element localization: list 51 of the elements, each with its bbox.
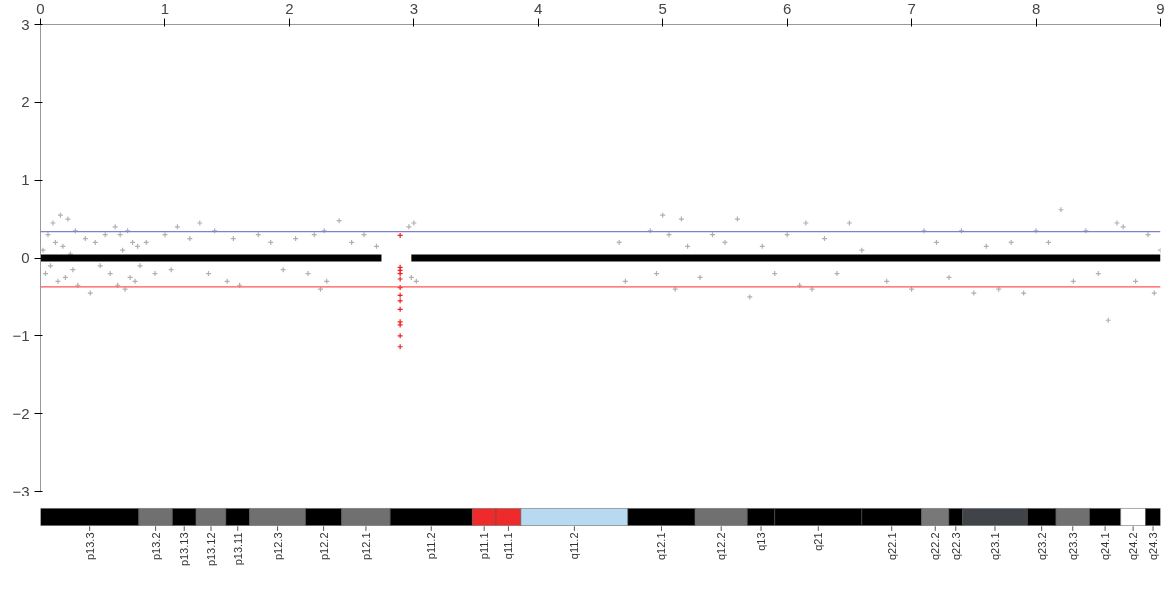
legend-label: q22.2 [929,532,942,560]
y-tick-label: 2 [21,93,30,111]
legend-label: q24.2 [1127,532,1140,560]
x-tick-label: 2 [285,0,294,17]
y-tick-label: −3 [12,482,30,500]
x-tick-label: 0 [36,0,45,17]
legend-label: p12.3 [271,532,284,560]
point [397,332,404,339]
legend-label: p13.11 [231,532,244,566]
point [397,343,404,350]
y-tick-label: 1 [21,171,30,189]
point [397,232,404,239]
y-tick-label: −1 [12,326,30,344]
legend-label: q22.3 [949,532,962,560]
legend-label: q24.3 [1147,532,1160,560]
legend-label: q22.1 [885,532,898,560]
legend-label: q23.1 [988,532,1001,560]
point [397,306,404,313]
legend-label: q13 [755,532,768,551]
point [397,321,404,329]
legend-label: q23.3 [1066,532,1079,560]
point [397,284,404,291]
x-tick-label: 6 [783,0,792,17]
x-tick-label: 1 [160,0,170,17]
y-tick-label: 3 [21,15,30,33]
x-tick-label: 7 [907,0,916,17]
legend-label: q12.1 [655,532,668,560]
legend-label: q11.1 [502,532,515,560]
x-tick-label: 5 [658,0,667,17]
legend-label: p13.2 [149,532,162,560]
point [397,275,404,283]
legend-label: q24.1 [1099,532,1112,560]
legend-label: q23.2 [1035,532,1048,560]
legend-label: q12.2 [715,532,728,560]
legend-label: q21 [812,532,825,551]
legend-label: p11.1 [478,532,491,560]
point [397,297,404,304]
y-tick-label: 0 [21,249,30,266]
legend-label: p12.2 [317,532,330,560]
y-tick-label: −2 [12,404,30,422]
legend-label: p11.2 [425,532,438,560]
legend-label: p13.13 [178,532,191,567]
x-tick-label: 3 [409,0,419,17]
point [397,292,404,299]
legend-label: p12.1 [359,532,372,560]
x-tick-label: 4 [534,0,543,17]
x-tick-label: 8 [1031,0,1041,17]
legend-label: p13.3 [83,532,96,560]
x-tick-label: 9 [1156,0,1165,17]
legend-label: q11.2 [568,532,581,560]
legend-label: p13.12 [204,532,217,567]
